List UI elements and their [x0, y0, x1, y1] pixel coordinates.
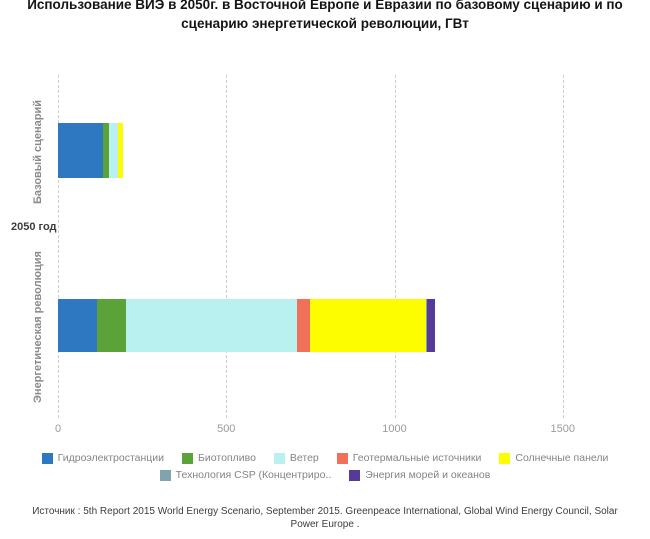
source-note: Источник : 5th Report 2015 World Energy …: [0, 505, 650, 531]
legend-label: Солнечные панели: [515, 452, 609, 464]
bar-segment[interactable]: [125, 299, 297, 352]
x-tick-label-0: 0: [54, 423, 62, 435]
legend-label: Биотопливо: [198, 452, 256, 464]
bar-segment[interactable]: [97, 299, 126, 352]
x-axis-ticks: 0 500 1000 1500: [54, 423, 620, 437]
gridline-1000: [394, 75, 396, 418]
legend-item[interactable]: Гидроэлектростанции: [41, 452, 165, 464]
legend-label: Технология CSP (Концентриро..: [175, 469, 332, 481]
legend-rows: Гидроэлектростанции Биотопливо Ветер Геотер…: [25, 452, 625, 481]
bar-segment[interactable]: [310, 299, 427, 352]
chart-title-text: Использование ВИЭ в 2050г. в Восточной Е…: [27, 0, 623, 31]
bar-segment[interactable]: [58, 299, 98, 352]
bar-segment[interactable]: [118, 123, 124, 178]
legend-item[interactable]: Ветер: [273, 452, 319, 464]
x-tick-label-1000: 1000: [382, 423, 407, 435]
legend-swatch: [349, 469, 361, 481]
x-tick-label-500: 500: [217, 423, 236, 435]
bar-segment[interactable]: [58, 123, 104, 178]
legend-swatch: [41, 452, 53, 464]
bar-segment[interactable]: [426, 299, 435, 352]
legend-label: Ветер: [289, 452, 319, 464]
y-axis-group-label: 2050 год: [11, 221, 57, 233]
bar-segment[interactable]: [103, 123, 110, 178]
legend-item[interactable]: Биотопливо: [182, 452, 256, 464]
legend-item[interactable]: Технология CSP (Концентриро..: [159, 469, 332, 481]
legend-item[interactable]: Солнечные панели: [499, 452, 608, 464]
legend: Гидроэлектростанции Биотопливо Ветер Геотер…: [0, 452, 650, 481]
legend-swatch: [273, 452, 285, 464]
legend-swatch: [336, 452, 348, 464]
x-tick-label-1500: 1500: [550, 423, 576, 435]
legend-swatch: [499, 452, 511, 464]
legend-item[interactable]: Геотермальные источники: [336, 452, 482, 464]
gridline-1500: [562, 75, 564, 418]
gridline-500: [226, 75, 228, 418]
source-note-text: Источник : 5th Report 2015 World Energy …: [32, 506, 618, 530]
legend-label: Геотермальные источники: [352, 452, 482, 464]
legend-swatch: [159, 469, 171, 481]
chart-title: Использование ВИЭ в 2050г. в Восточной Е…: [0, 0, 650, 33]
plot-area: [58, 75, 620, 418]
y-category-label-baseline: Базовый сценарий: [32, 99, 44, 205]
bar-segment[interactable]: [117, 123, 119, 178]
legend-label: Энергия морей и океанов: [365, 469, 491, 481]
y-category-label-revolution: Энергетическая революция: [32, 251, 44, 403]
legend-item[interactable]: Энергия морей и океанов: [349, 469, 490, 481]
bar-segment[interactable]: [426, 299, 427, 352]
legend-swatch: [182, 452, 194, 464]
legend-label: Гидроэлектростанции: [57, 452, 165, 464]
bar-segment[interactable]: [296, 299, 311, 352]
bar-segment[interactable]: [109, 123, 118, 178]
stacked-bar-revolution: [58, 299, 435, 352]
stacked-bar-baseline: [58, 123, 124, 178]
gridline-0: [58, 75, 59, 418]
